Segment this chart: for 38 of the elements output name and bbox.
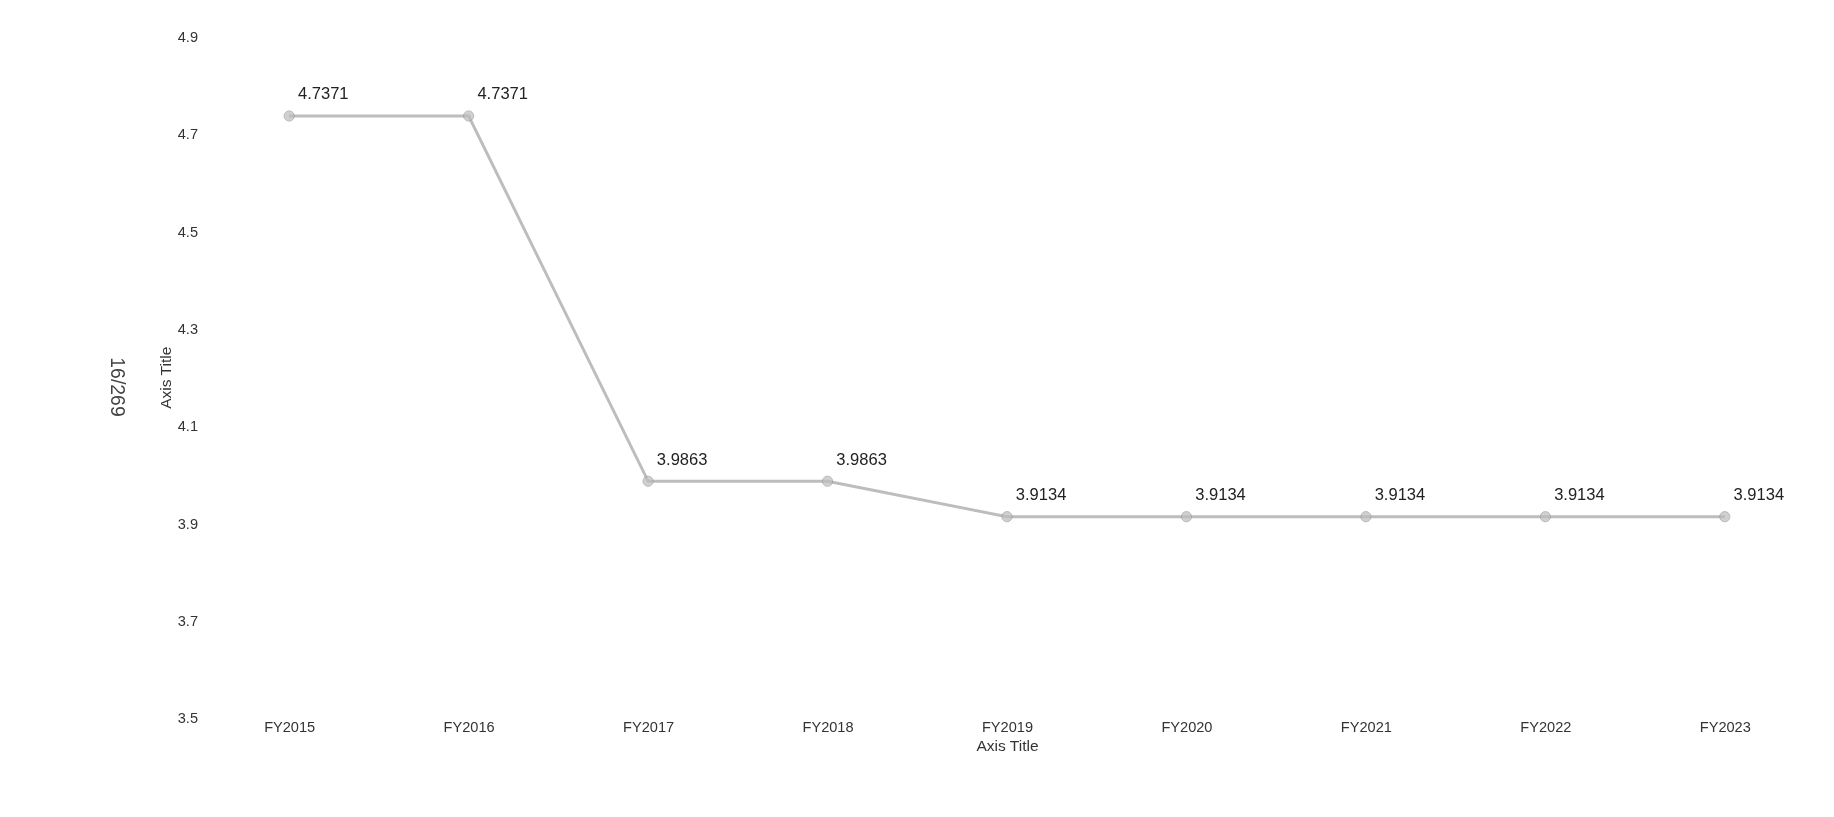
point [1719, 511, 1731, 523]
y-tick-label: 4.9 [177, 29, 198, 46]
point [463, 110, 475, 122]
y-tick-label: 4.1 [177, 418, 198, 435]
data-label: 3.9134 [1195, 485, 1246, 505]
data-label: 3.9863 [656, 449, 708, 469]
point [1360, 511, 1372, 523]
y-tick-label: 4.5 [177, 223, 198, 240]
point [1539, 511, 1551, 523]
point [821, 475, 834, 487]
point [1001, 511, 1013, 523]
data-label: 3.9134 [1374, 485, 1426, 505]
data-label: 3.9134 [1733, 485, 1785, 505]
y-tick-label: 4.3 [177, 320, 198, 337]
x-axis-title: Axis Title [976, 737, 1039, 755]
y-tick-label: 3.5 [177, 710, 198, 727]
data-label: 3.9863 [836, 449, 887, 469]
x-tick-label: FY2022 [1520, 718, 1572, 735]
data-label: 3.9134 [1015, 485, 1067, 505]
x-tick-label: FY2017 [623, 718, 675, 735]
text: 16/269 [106, 357, 129, 417]
y-tick-label: 3.7 [177, 612, 198, 629]
x-tick-label: FY2015 [264, 718, 316, 735]
point [1180, 511, 1193, 523]
data-label: 3.9134 [1554, 485, 1605, 505]
y-tick-label: 3.9 [177, 515, 198, 532]
x-tick-label: FY2018 [802, 718, 854, 735]
y-axis-title: Axis Title [156, 346, 174, 409]
x-tick-label: FY2021 [1340, 718, 1392, 735]
x-tick-label: FY2019 [981, 718, 1034, 735]
x-tick-label: FY2020 [1161, 718, 1213, 735]
point [642, 475, 654, 487]
x-tick-label: FY2023 [1699, 718, 1751, 735]
y-tick-label: 4.7 [177, 126, 198, 143]
point [283, 110, 295, 122]
data-label: 4.7371 [477, 84, 528, 104]
data-label: 4.7371 [297, 84, 349, 104]
x-tick-label: FY2016 [443, 718, 495, 735]
